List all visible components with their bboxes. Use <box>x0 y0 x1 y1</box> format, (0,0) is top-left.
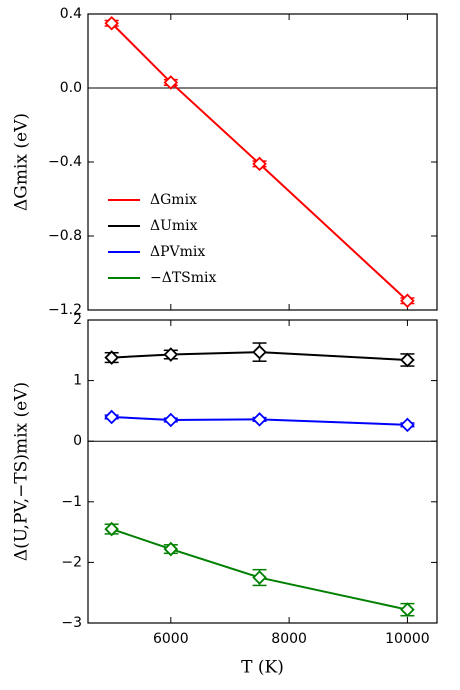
x-tick-label: 8000 <box>271 631 307 647</box>
y-tick-label: −2 <box>61 554 82 570</box>
data-point <box>252 344 267 360</box>
x-axis-label: T (K) <box>241 658 284 678</box>
y-tick-label: 2 <box>73 312 82 328</box>
y-tick-label: 0.0 <box>60 80 82 96</box>
series-line <box>111 415 408 426</box>
legend-label: ΔGmix <box>150 192 197 208</box>
data-point <box>400 417 415 433</box>
legend-label: ΔPVmix <box>150 244 205 260</box>
series-line <box>111 351 408 361</box>
y-tick-label: −3 <box>61 615 82 631</box>
y-axis-label: ΔGmix (eV) <box>12 113 32 211</box>
y-tick-label: 0.4 <box>60 6 82 22</box>
data-point <box>104 409 119 425</box>
y-tick-label: −0.8 <box>48 228 82 244</box>
y-tick-label: 0 <box>73 433 82 449</box>
series-line <box>111 528 408 611</box>
data-point <box>163 412 179 428</box>
legend-label: ΔUmix <box>150 218 198 234</box>
data-point <box>163 541 179 557</box>
data-point <box>400 293 415 309</box>
data-point <box>252 570 267 585</box>
y-tick-label: 1 <box>73 373 82 389</box>
x-tick-label: 6000 <box>153 631 189 647</box>
data-point <box>400 602 415 617</box>
data-point <box>400 352 415 368</box>
data-point <box>163 75 179 90</box>
y-tick-label: −0.4 <box>48 154 82 170</box>
data-point <box>252 412 267 427</box>
data-point <box>163 347 179 362</box>
data-point <box>252 156 267 172</box>
data-point <box>104 15 119 31</box>
y-tick-label: −1 <box>61 494 82 510</box>
y-tick-label: −1.2 <box>48 302 82 318</box>
data-point <box>104 521 119 537</box>
data-point <box>104 350 119 365</box>
plot-frame <box>87 319 438 624</box>
series-line <box>110 22 409 302</box>
y-axis-label: Δ(U,PV,−TS)mix (eV) <box>12 382 32 561</box>
legend-label: −ΔTSmix <box>150 270 217 286</box>
x-tick-label: 10000 <box>385 631 430 647</box>
